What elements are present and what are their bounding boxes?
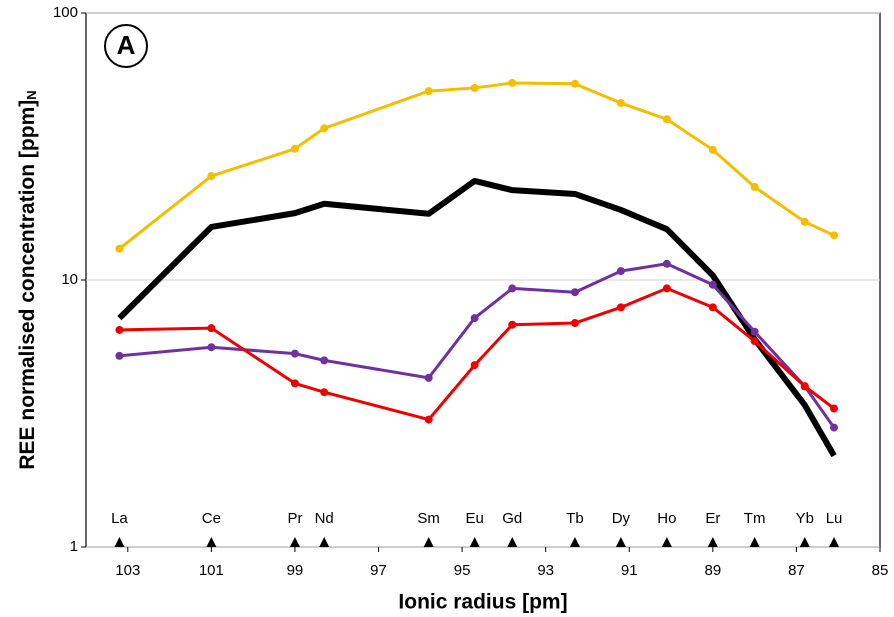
data-point [207,343,216,352]
data-point [750,337,759,346]
data-point [616,99,625,108]
series-line [117,177,837,458]
data-point [662,115,671,124]
y-axis-title-main: REE normalised concentration [ppm] [16,100,39,470]
x-tick-label: 91 [621,562,638,579]
y-tick-label: 100 [53,4,78,21]
x-tick-label: 103 [115,562,140,579]
data-point [830,423,839,432]
element-marker [206,537,217,547]
data-point [708,303,717,312]
element-marker [661,537,672,547]
data-point [320,388,329,397]
element-marker [829,537,840,547]
element-label: Eu [465,510,483,527]
element-marker [799,537,810,547]
data-point [570,79,579,88]
annotation-circle [104,24,148,68]
series-line [119,286,835,422]
element-marker [507,537,518,547]
element-label: Pr [287,510,302,527]
data-point [115,325,124,334]
element-marker [423,537,434,547]
x-tick-label: 101 [199,562,224,579]
element-marker [749,537,760,547]
data-point [570,288,579,297]
x-tick-label: 89 [704,562,721,579]
x-tick-label: 95 [454,562,471,579]
element-label: La [111,510,128,527]
x-tick-label: 97 [370,562,387,579]
element-label: Ce [202,510,221,527]
element-label: Yb [796,510,814,527]
data-point [708,280,717,289]
y-axis-title: REE normalised concentration [ppm]N [16,90,40,469]
data-point [320,124,329,133]
element-marker [615,537,626,547]
data-point [290,144,299,153]
element-label: Gd [502,510,522,527]
data-point [424,415,433,424]
element-label: Sm [417,510,440,527]
data-point [750,327,759,336]
x-axis-title: Ionic radius [pm] [398,591,567,614]
x-tick-label: 99 [287,562,304,579]
data-point [207,324,216,333]
y-axis-title-sub: N [24,90,39,99]
data-point [207,172,216,181]
element-label: Tb [566,510,584,527]
element-label: Er [705,510,720,527]
element-label: Ho [657,510,676,527]
data-point [424,87,433,96]
data-point [662,259,671,268]
data-point [570,319,579,328]
data-point [800,382,809,391]
x-tick-label: 87 [788,562,805,579]
data-point [424,373,433,382]
data-point [115,351,124,360]
data-point [800,217,809,226]
element-label: Lu [826,510,843,527]
data-point [662,284,671,293]
data-point [290,379,299,388]
x-tick-label: 93 [537,562,554,579]
y-tick-label: 10 [61,271,78,288]
data-point [616,303,625,312]
data-point [290,349,299,358]
data-point [830,231,839,240]
data-point [470,83,479,92]
data-point [508,78,517,87]
element-marker [114,537,125,547]
annotation: A [117,30,136,60]
element-marker [469,537,480,547]
series-line [119,262,836,429]
y-tick-label: 1 [70,538,78,555]
element-marker [319,537,330,547]
element-label: Nd [315,510,334,527]
data-point [115,244,124,253]
element-label: Tm [744,510,766,527]
x-tick-label: 85 [872,562,889,579]
data-point [616,267,625,276]
series-line [118,81,835,250]
data-point [708,145,717,154]
data-point [320,356,329,365]
element-marker [569,537,580,547]
data-point [508,320,517,329]
element-marker [289,537,300,547]
element-marker [707,537,718,547]
data-point [470,314,479,323]
data-point [830,404,839,413]
element-label: Dy [612,510,631,527]
data-point [508,284,517,293]
data-point [470,361,479,370]
data-point [750,183,759,192]
